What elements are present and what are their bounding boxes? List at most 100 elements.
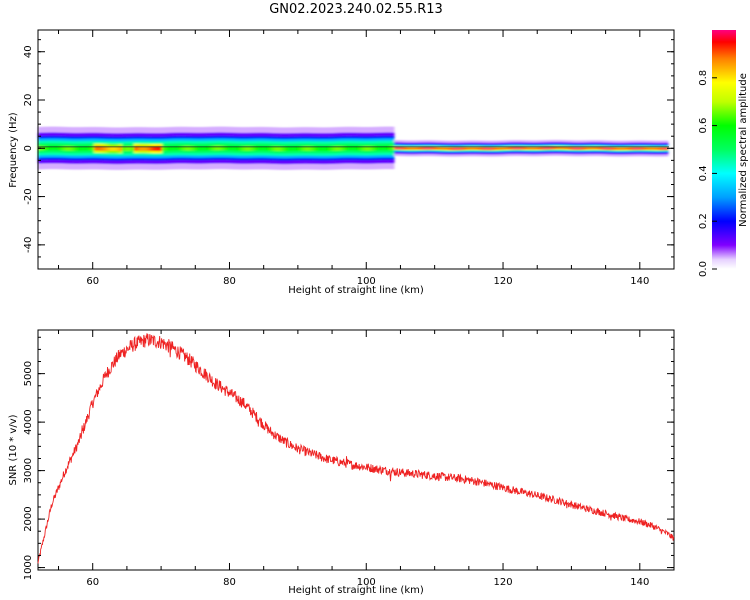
spectrogram-cell bbox=[584, 147, 587, 150]
spectrogram-cell bbox=[480, 147, 483, 150]
spectrogram-cell bbox=[130, 146, 133, 151]
spectrogram-cell bbox=[604, 147, 607, 150]
spectrogram-cell bbox=[400, 147, 403, 150]
spectrogram-cell bbox=[174, 145, 177, 151]
spectrogram-cell bbox=[662, 147, 665, 150]
spectrogram-xtick-label: 120 bbox=[493, 276, 512, 287]
spectrogram-cell bbox=[258, 145, 261, 151]
spectrogram-cell bbox=[324, 146, 327, 152]
spectrogram-cell bbox=[96, 145, 99, 151]
spectrogram-cell bbox=[270, 145, 273, 151]
spectrogram-cell bbox=[466, 147, 469, 150]
snr-y-label: SNR (10 * v/v) bbox=[8, 414, 19, 485]
spectrogram-cell bbox=[92, 145, 95, 151]
spectrogram-cell bbox=[556, 146, 559, 149]
spectrogram-cell bbox=[426, 147, 429, 150]
spectrogram-cell bbox=[342, 145, 345, 151]
spectrogram-cell bbox=[118, 146, 121, 152]
spectrogram-cell bbox=[464, 147, 467, 150]
spectrogram-cell bbox=[602, 147, 605, 150]
spectrogram-cell bbox=[172, 145, 175, 151]
spectrogram-cell bbox=[78, 145, 81, 151]
spectrogram-cell bbox=[154, 146, 157, 152]
spectrogram-cell bbox=[398, 147, 401, 149]
spectrogram-cell bbox=[438, 147, 441, 150]
spectrogram-cell bbox=[182, 145, 185, 151]
spectrogram-cell bbox=[190, 145, 193, 151]
spectrogram-cell bbox=[206, 145, 209, 151]
spectrogram-cell bbox=[406, 147, 409, 150]
spectrogram-cell bbox=[638, 147, 641, 150]
spectrogram-cell bbox=[122, 146, 125, 152]
spectrogram-cell bbox=[566, 147, 569, 149]
spectrogram-cell bbox=[572, 147, 575, 150]
spectrogram-cell bbox=[318, 146, 321, 151]
spectrogram-cell bbox=[576, 147, 579, 150]
spectrogram-cell bbox=[588, 147, 591, 150]
spectrogram-cell bbox=[176, 145, 179, 151]
spectrogram-xtick-label: 140 bbox=[630, 276, 649, 287]
spectrogram-cell bbox=[428, 147, 431, 150]
spectrogram-cell bbox=[608, 147, 611, 150]
spectrogram-cell bbox=[586, 147, 589, 150]
spectrogram-cell bbox=[346, 145, 349, 151]
spectrogram-cell bbox=[648, 147, 651, 150]
colorbar-tick-label: 0.8 bbox=[698, 70, 709, 86]
snr-xtick-label: 80 bbox=[223, 577, 236, 588]
spectrogram-cell bbox=[82, 145, 85, 151]
spectrogram-cell bbox=[238, 145, 241, 151]
spectrogram-cell bbox=[450, 147, 453, 150]
spectrogram-cell bbox=[600, 147, 603, 150]
spectrogram-cell bbox=[138, 145, 141, 151]
spectrogram-ytick-label: 0 bbox=[23, 145, 34, 151]
spectrogram-cell bbox=[210, 145, 213, 151]
spectrogram-cell bbox=[452, 147, 455, 150]
spectrogram-cell bbox=[334, 145, 337, 151]
spectrogram-cell bbox=[300, 145, 303, 151]
spectrogram-cell bbox=[120, 146, 123, 152]
spectrogram-cell bbox=[524, 147, 527, 150]
snr-xtick-label: 100 bbox=[357, 577, 376, 588]
spectrogram-cell bbox=[50, 145, 53, 151]
spectrogram-cell bbox=[132, 145, 135, 151]
spectrogram-cell bbox=[574, 147, 577, 150]
colorbar-tick-label: 0.0 bbox=[698, 261, 709, 277]
spectrogram-cell bbox=[68, 145, 71, 151]
spectrogram-cell bbox=[150, 146, 153, 151]
spectrogram-cell bbox=[240, 145, 243, 151]
spectrogram-cell bbox=[484, 147, 487, 150]
page-title: GN02.2023.240.02.55.R13 bbox=[269, 2, 443, 17]
spectrogram-cell bbox=[396, 147, 399, 149]
spectrogram-cell bbox=[158, 146, 161, 151]
spectrogram-cell bbox=[286, 146, 289, 152]
colorbar-tick-label: 0.2 bbox=[698, 213, 709, 229]
spectrogram-cell bbox=[472, 147, 475, 150]
spectrogram-cell bbox=[622, 147, 625, 150]
spectrogram-cell bbox=[424, 147, 427, 150]
spectrogram-cell bbox=[98, 145, 101, 151]
spectrogram-cell bbox=[626, 147, 629, 150]
spectrogram-cell bbox=[448, 147, 451, 150]
spectrogram-cell bbox=[512, 147, 515, 149]
spectrogram-cell bbox=[388, 145, 391, 151]
spectrogram-cell bbox=[308, 145, 311, 151]
spectrogram-xtick-label: 80 bbox=[223, 276, 236, 287]
spectrogram-cell bbox=[278, 146, 281, 152]
spectrogram-cell bbox=[362, 145, 365, 151]
spectrogram-cell bbox=[458, 147, 461, 150]
spectrogram-cell bbox=[86, 145, 89, 151]
spectrogram-cell bbox=[394, 147, 397, 149]
spectrogram-cell bbox=[198, 145, 201, 151]
spectrogram-cell bbox=[228, 145, 231, 151]
spectrogram-cell bbox=[236, 145, 239, 151]
spectrogram-cell bbox=[320, 146, 323, 152]
spectrogram-cell bbox=[494, 147, 497, 150]
spectrogram-cell bbox=[528, 147, 531, 150]
spectrogram-cell bbox=[352, 145, 355, 151]
spectrogram-cell bbox=[520, 147, 523, 150]
spectrogram-cell bbox=[568, 147, 571, 150]
spectrogram-cell bbox=[510, 147, 513, 150]
spectrogram-cell bbox=[328, 146, 331, 151]
spectrogram-ticks: 60 80 100 120 140 -40 -20 0 20 40 bbox=[23, 30, 675, 287]
